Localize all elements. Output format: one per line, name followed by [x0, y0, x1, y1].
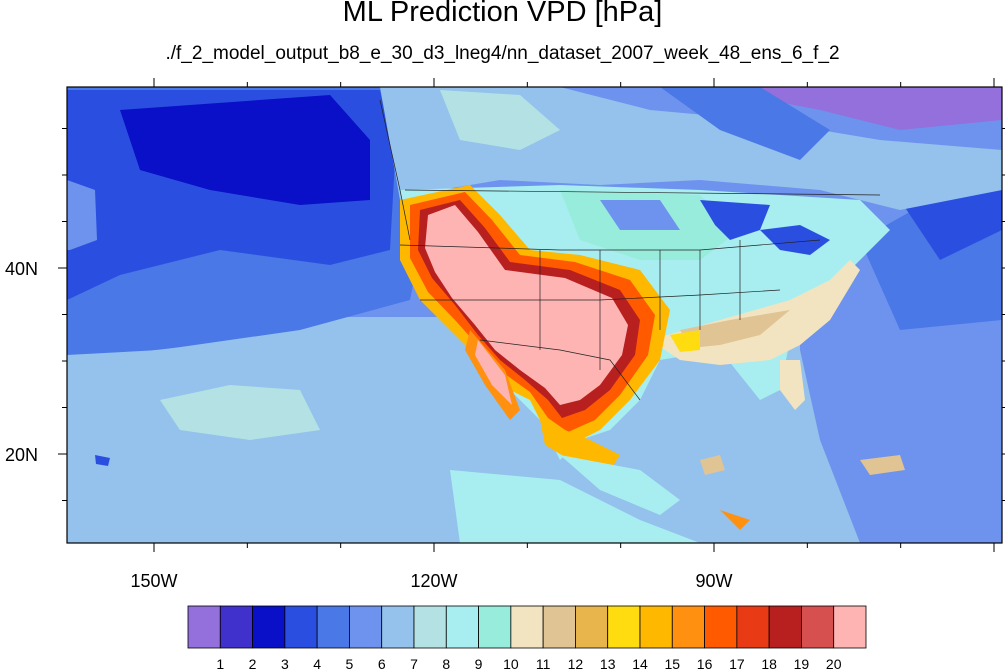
colorbar-label: 16	[697, 656, 713, 672]
vpd-field	[67, 87, 1002, 543]
y-tick-label: 20N	[5, 445, 38, 465]
colorbar-swatch	[607, 605, 641, 649]
colorbar-swatch	[478, 605, 512, 649]
colorbar-swatch	[381, 605, 415, 649]
map-title: ML Prediction VPD [hPa]	[342, 0, 663, 28]
x-tick-label: 120W	[410, 571, 457, 591]
x-tick-label: 150W	[130, 571, 177, 591]
colorbar-label: 18	[761, 656, 777, 672]
colorbar-label: 8	[442, 656, 450, 672]
colorbar-swatch	[510, 605, 544, 649]
colorbar: 1 2 3 4 5 6 7 8 9 10 11 12 13 14 15 16 17 18 19 20	[187, 605, 867, 672]
colorbar-label: 11	[536, 656, 551, 672]
colorbar-swatch	[413, 605, 447, 649]
colorbar-label: 19	[794, 656, 810, 672]
colorbar-label: 10	[503, 656, 519, 672]
colorbar-swatch	[768, 605, 802, 649]
colorbar-swatch	[671, 605, 705, 649]
colorbar-label: 6	[378, 656, 386, 672]
colorbar-label: 9	[475, 656, 483, 672]
colorbar-swatch	[187, 605, 221, 649]
colorbar-swatch	[704, 605, 738, 649]
colorbar-label: 2	[249, 656, 257, 672]
colorbar-swatch	[801, 605, 835, 649]
axis-labels: 150W 120W 90W 40N 20N	[5, 259, 733, 591]
colorbar-swatch	[542, 605, 576, 649]
colorbar-swatch	[284, 605, 318, 649]
colorbar-swatch	[736, 605, 770, 649]
map-subtitle: ./f_2_model_output_b8_e_30_d3_lneg4/nn_d…	[165, 43, 840, 64]
colorbar-label: 1	[216, 656, 224, 672]
colorbar-label: 3	[281, 656, 289, 672]
colorbar-swatch	[219, 605, 253, 649]
colorbar-label: 7	[410, 656, 418, 672]
y-tick-label: 40N	[5, 259, 38, 279]
colorbar-label: 17	[729, 656, 745, 672]
boundary-lines	[379, 99, 881, 401]
colorbar-swatch	[349, 605, 383, 649]
colorbar-swatch	[252, 605, 286, 649]
colorbar-swatch	[639, 605, 673, 649]
colorbar-label: 12	[568, 656, 584, 672]
colorbar-label: 14	[632, 656, 648, 672]
x-tick-label: 90W	[695, 571, 732, 591]
colorbar-swatch	[833, 605, 867, 649]
colorbar-swatch	[575, 605, 609, 649]
colorbar-label: 5	[346, 656, 354, 672]
colorbar-label: 13	[600, 656, 616, 672]
colorbar-label: 15	[664, 656, 680, 672]
colorbar-swatch	[316, 605, 350, 649]
colorbar-label: 4	[313, 656, 321, 672]
colorbar-swatch	[445, 605, 479, 649]
colorbar-label: 20	[826, 656, 842, 672]
